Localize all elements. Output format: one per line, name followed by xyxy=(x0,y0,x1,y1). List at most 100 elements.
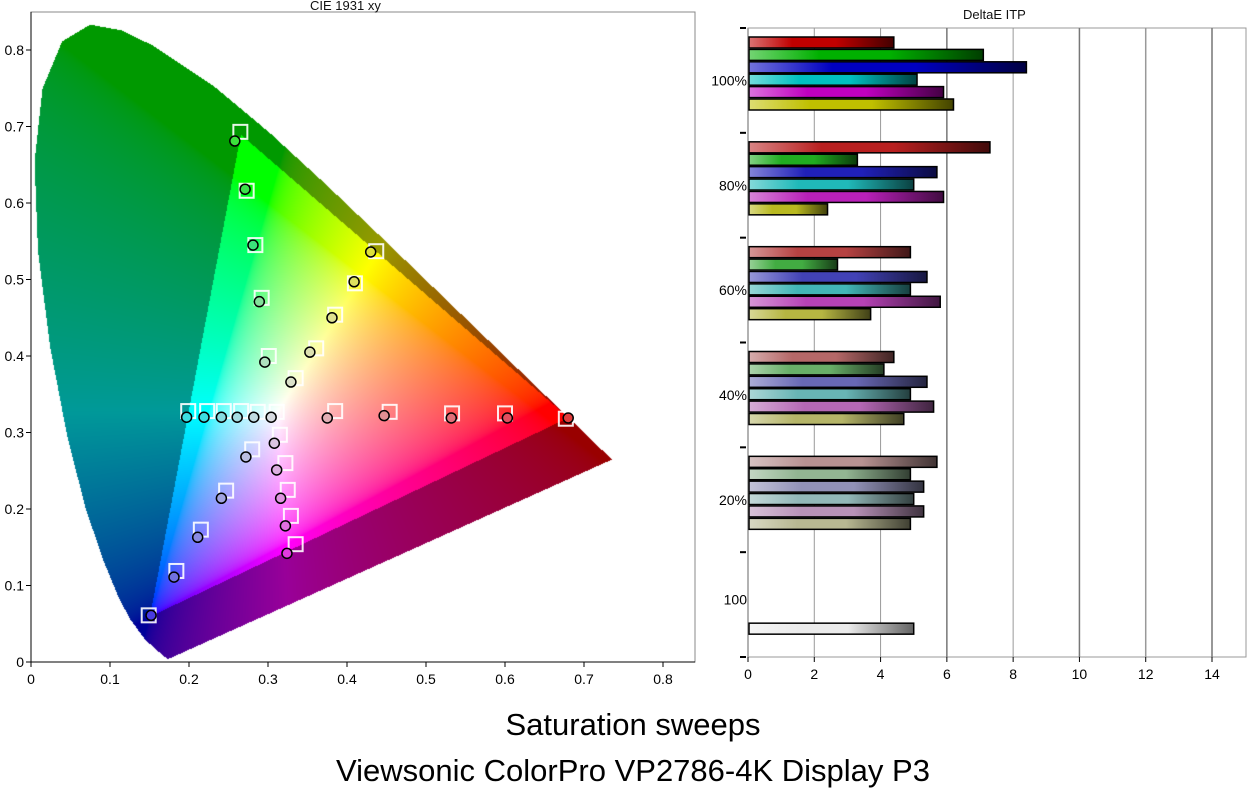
bar-20%-yellow xyxy=(748,517,912,531)
y-tick-label: 0.2 xyxy=(5,501,25,517)
measured-point-cyan xyxy=(180,411,193,423)
bar-80%-red xyxy=(748,141,991,154)
measured-point-green xyxy=(247,239,259,251)
measured-point-yellow xyxy=(285,376,297,388)
bar-100%-cyan xyxy=(748,73,918,86)
bar-60%-yellow xyxy=(748,307,872,321)
measured-point-yellow xyxy=(326,312,338,324)
bar-plot-frame xyxy=(747,27,1247,658)
measured-point-cyan xyxy=(215,411,228,423)
measured-point-cyan xyxy=(198,411,210,423)
measured-point-magenta xyxy=(274,492,287,505)
bar-80%-yellow xyxy=(748,203,829,216)
group-label: 100 xyxy=(724,592,748,608)
measured-point-magenta xyxy=(270,464,283,476)
bar-20%-blue xyxy=(748,480,925,493)
measured-point-green xyxy=(229,135,241,147)
measured-point-magenta xyxy=(281,547,293,560)
x-tick-label: 0.7 xyxy=(574,671,594,687)
bar-60%-green xyxy=(748,258,839,271)
target-square-red xyxy=(327,403,344,420)
bar-x-tick-label: 6 xyxy=(943,666,951,682)
group-label: 80% xyxy=(719,177,747,193)
figure-title: Saturation sweeps xyxy=(505,707,761,742)
y-tick-label: 0.7 xyxy=(5,119,25,135)
bar-x-tick-label: 10 xyxy=(1072,666,1088,682)
x-tick-label: 0.5 xyxy=(416,671,436,687)
bar-40%-cyan xyxy=(748,387,912,401)
bar-80%-green xyxy=(748,153,859,166)
bar-100%-green xyxy=(748,48,985,62)
measured-point-blue xyxy=(168,571,180,583)
bar-40%-yellow xyxy=(748,412,905,426)
bar-x-tick-label: 12 xyxy=(1138,666,1154,682)
bar-40%-red xyxy=(748,350,895,364)
bar-80%-cyan xyxy=(748,178,915,191)
bar-x-tick-label: 8 xyxy=(1009,666,1017,682)
figure-subtitle: Viewsonic ColorPro VP2786-4K Display P3 xyxy=(336,753,930,788)
measured-point-red xyxy=(321,412,333,424)
x-tick-label: 0 xyxy=(27,671,35,687)
bar-100-white xyxy=(748,622,915,635)
bar-40%-magenta xyxy=(748,400,935,413)
bar-60%-magenta xyxy=(748,295,941,309)
group-label: 100% xyxy=(711,72,747,88)
y-tick-label: 0.8 xyxy=(5,42,25,58)
measured-point-yellow xyxy=(304,346,316,358)
measured-point-green xyxy=(259,356,271,368)
x-tick-label: 0.1 xyxy=(100,671,120,687)
group-label: 40% xyxy=(719,387,747,403)
bar-100%-blue xyxy=(748,61,1028,74)
bar-20%-cyan xyxy=(748,492,915,506)
bar-x-tick-label: 14 xyxy=(1204,666,1220,682)
bar-40%-green xyxy=(748,363,885,376)
x-tick-label: 0.4 xyxy=(337,671,357,687)
y-tick-label: 0.4 xyxy=(5,348,25,364)
y-tick-label: 0.1 xyxy=(5,578,25,594)
group-label: 60% xyxy=(719,282,747,298)
y-tick-label: 0.5 xyxy=(5,272,25,288)
measured-point-red xyxy=(501,412,514,424)
target-square-magenta xyxy=(279,481,296,498)
measured-point-magenta xyxy=(268,437,281,449)
x-tick-label: 0.8 xyxy=(653,671,673,687)
bar-80%-magenta xyxy=(748,190,945,204)
y-tick-label: 0 xyxy=(16,654,24,670)
measured-point-blue xyxy=(191,531,204,544)
measured-point-cyan xyxy=(231,411,243,423)
measured-point-green xyxy=(253,295,266,308)
measured-point-cyan xyxy=(248,411,260,423)
cie-plot-frame xyxy=(30,11,696,663)
x-tick-label: 0.3 xyxy=(258,671,278,687)
bar-20%-magenta xyxy=(748,505,925,518)
bar-60%-red xyxy=(748,245,912,259)
y-tick-label: 0.6 xyxy=(5,195,25,211)
measured-point-yellow xyxy=(364,246,377,258)
target-square-green xyxy=(232,123,249,140)
target-square-magenta xyxy=(287,536,304,553)
bar-100%-red xyxy=(748,36,895,49)
target-square-blue xyxy=(244,441,261,458)
measured-point-green xyxy=(239,183,251,195)
x-tick-label: 0.6 xyxy=(495,671,515,687)
bar-80%-blue xyxy=(748,165,938,179)
measured-point-blue xyxy=(215,492,228,505)
measured-point-red xyxy=(445,412,458,424)
y-tick-label: 0.3 xyxy=(5,425,25,441)
measured-point-blue xyxy=(145,609,157,622)
bar-20%-red xyxy=(748,455,938,469)
target-square-magenta xyxy=(277,455,294,472)
bar-40%-blue xyxy=(748,375,928,389)
bar-100%-yellow xyxy=(748,98,955,111)
measured-point-red xyxy=(562,412,574,424)
measured-point-cyan xyxy=(265,411,277,423)
cie-diagram-fill xyxy=(0,0,700,680)
bar-chart-title: DeltaE ITP xyxy=(963,7,1026,22)
cie-chart-title: CIE 1931 xy xyxy=(310,0,381,13)
bar-100%-magenta xyxy=(748,85,945,99)
bar-20%-green xyxy=(748,467,912,481)
bar-60%-blue xyxy=(748,270,928,284)
measured-point-blue xyxy=(240,451,252,463)
x-tick-label: 0.2 xyxy=(179,671,199,687)
